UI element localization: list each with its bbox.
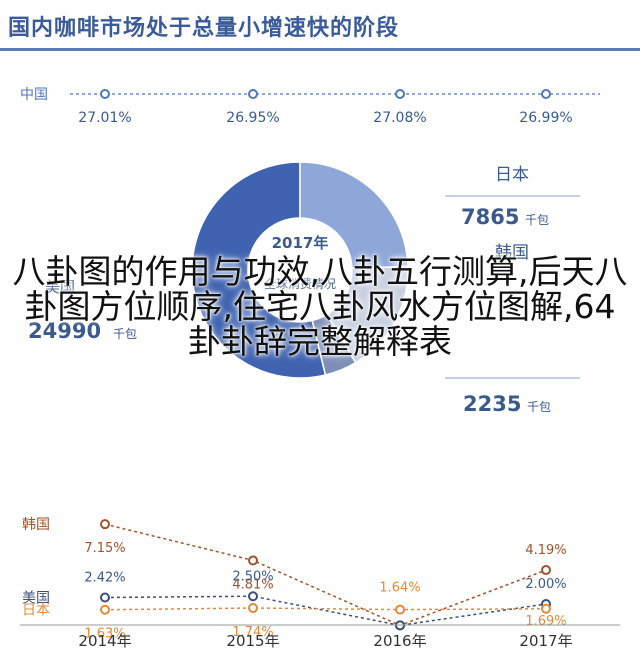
data-point-美国: [100, 592, 110, 603]
donut-center-label: 2017年: [272, 234, 329, 252]
chart-title: 国内咖啡市场处于总量小增速快的阶段: [8, 16, 400, 41]
data-point-韩国: [248, 555, 258, 566]
data-label-日本: 1.74%: [232, 625, 273, 640]
donut-value-korea: 2235: [463, 392, 521, 416]
data-point-韩国: [100, 519, 110, 530]
bottom-line-chart: 7.15% 4.81% 4.19% 韩国 2.42% 2.50% 2.00% 美国 1.63% 1…: [20, 517, 620, 650]
data-label-韩国: 4.81%: [232, 577, 273, 592]
data-point-美国: [248, 591, 258, 602]
data-label-韩国: 4.19%: [525, 543, 566, 558]
x-tick-label: 2017年: [519, 632, 572, 650]
donut-slice-韩国: [311, 313, 357, 376]
data-label-china: 26.95%: [226, 110, 279, 126]
x-tick-label: 2014年: [78, 632, 131, 650]
donut-unit-japan: 千包: [525, 213, 549, 227]
data-label-china: 27.08%: [373, 110, 426, 126]
data-label-china: 27.01%: [78, 110, 131, 126]
data-point-日本: [100, 604, 110, 615]
data-label-china: 26.99%: [519, 110, 572, 126]
series-line-韩国: [104, 523, 547, 627]
series-line-日本: [104, 607, 547, 611]
data-label-美国: 2.00%: [525, 577, 566, 592]
data-label-美国: 2.50%: [232, 569, 273, 584]
data-label-日本: 1.64%: [379, 581, 420, 596]
data-point-日本: [395, 604, 405, 615]
data-point-china: [248, 89, 258, 99]
legend-label-韩国: 韩国: [22, 517, 50, 533]
donut-value-japan: 7865: [461, 205, 519, 229]
header: 国内咖啡市场处于总量小增速快的阶段: [0, 0, 640, 51]
donut-label-japan: 日本: [495, 165, 529, 185]
donut-value-usa: 24990: [28, 319, 101, 343]
x-tick-label: 2015年: [226, 632, 279, 650]
legend-label-china: 中国: [20, 87, 48, 103]
donut-unit-usa: 千包: [113, 327, 137, 341]
donut-label-usa: 美国: [45, 278, 75, 296]
legend-label-美国: 美国: [22, 590, 50, 606]
data-label-日本: 1.63%: [84, 627, 125, 642]
donut-slice-美国: [191, 161, 327, 379]
data-label-韩国: 7.15%: [84, 541, 125, 556]
data-point-china: [100, 89, 110, 99]
header-rule: [0, 48, 640, 51]
data-point-日本: [248, 603, 258, 614]
data-point-日本: [541, 603, 551, 614]
data-label-美国: 2.42%: [84, 570, 125, 585]
donut-label-korea: 韩国: [495, 243, 529, 263]
donut-center-sublabel: 全球消费情况: [264, 276, 336, 291]
data-point-china: [395, 89, 405, 99]
top-line-chart: 中国 27.01% 26.95% 27.08% 26.99%: [20, 87, 600, 126]
donut-unit-korea: 千包: [527, 400, 551, 414]
data-label-日本: 1.69%: [525, 614, 566, 629]
data-point-韩国: [541, 565, 551, 576]
overlay-text: 八卦图的作用与功效,八卦五行测算,后天八卦图方位顺序,住宅八卦风水方位图解,64…: [12, 252, 628, 361]
data-point-china: [541, 89, 551, 99]
donut-slice-中国: [299, 161, 409, 270]
legend-label-日本: 日本: [22, 603, 50, 619]
x-tick-label: 2016年: [373, 632, 426, 650]
series-line-美国: [104, 595, 547, 627]
